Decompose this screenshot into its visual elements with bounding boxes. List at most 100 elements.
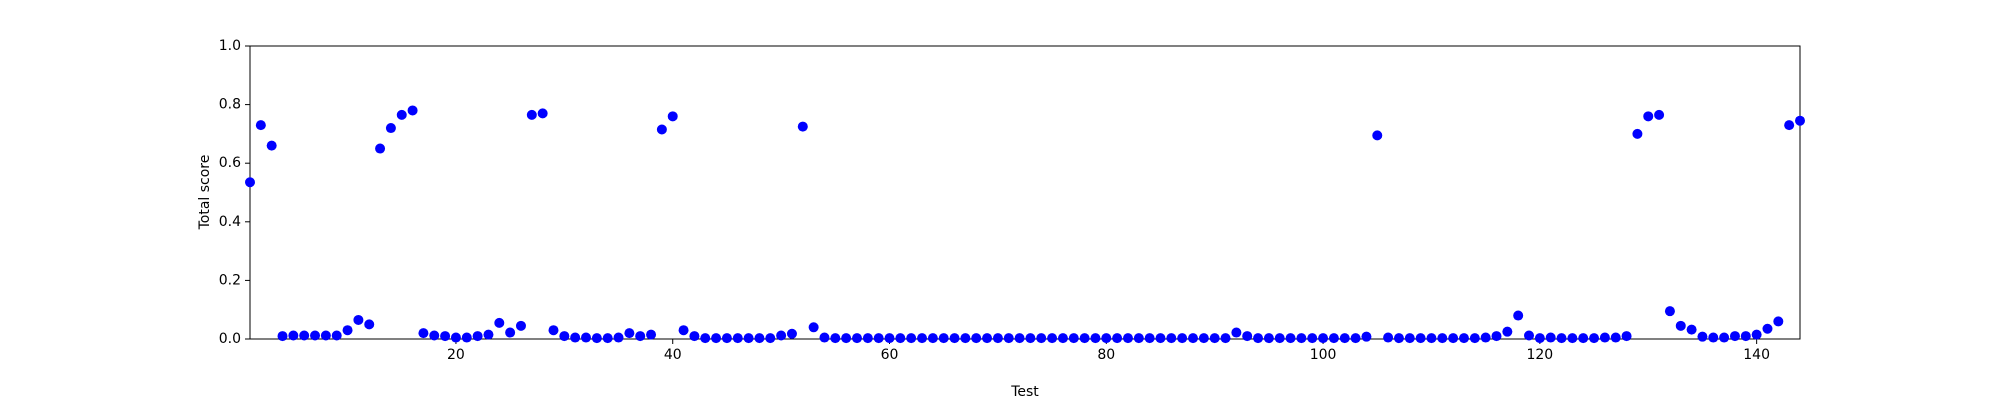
point — [537, 108, 548, 119]
point — [1328, 333, 1339, 344]
point — [656, 124, 667, 135]
point — [1393, 333, 1404, 344]
point — [906, 333, 917, 344]
point — [1318, 333, 1329, 344]
x-axis-label: Test — [1010, 384, 1039, 400]
point — [548, 325, 559, 336]
point — [1643, 111, 1654, 122]
point — [1426, 333, 1437, 344]
point — [1242, 331, 1253, 342]
point — [971, 333, 982, 344]
point — [678, 325, 689, 336]
point — [1231, 327, 1242, 338]
point — [472, 331, 483, 342]
point — [1469, 333, 1480, 344]
point — [1372, 130, 1383, 141]
point — [559, 331, 570, 342]
point — [353, 314, 364, 325]
point — [808, 322, 819, 333]
point — [385, 123, 396, 134]
point — [721, 333, 732, 344]
point — [1112, 333, 1123, 344]
point — [1036, 333, 1047, 344]
point — [1144, 333, 1155, 344]
point — [1708, 332, 1719, 343]
point — [1491, 331, 1502, 342]
point — [1578, 333, 1589, 344]
point — [515, 320, 526, 331]
point — [765, 333, 776, 344]
point — [819, 332, 830, 343]
point — [1784, 120, 1795, 131]
point — [1675, 320, 1686, 331]
point — [1025, 333, 1036, 344]
point — [1296, 333, 1307, 344]
point — [754, 333, 765, 344]
point — [917, 333, 928, 344]
point — [830, 333, 841, 344]
point — [1361, 331, 1372, 342]
point — [331, 330, 342, 341]
point — [862, 333, 873, 344]
plot-frame — [249, 45, 1801, 340]
point — [1458, 333, 1469, 344]
point — [1589, 333, 1600, 344]
point — [1437, 333, 1448, 344]
point — [1621, 331, 1632, 342]
point — [1480, 332, 1491, 343]
point — [700, 333, 711, 344]
y-tick-label: 0.6 — [219, 155, 241, 171]
point — [1177, 333, 1188, 344]
y-tick-label: 0.2 — [219, 272, 241, 288]
point — [1545, 332, 1556, 343]
point — [494, 317, 505, 328]
x-tick-label: 120 — [1526, 347, 1553, 363]
x-tick-label: 40 — [664, 347, 682, 363]
point — [1599, 332, 1610, 343]
point — [1773, 316, 1784, 327]
point — [851, 333, 862, 344]
point — [396, 109, 407, 120]
point — [1198, 333, 1209, 344]
point — [635, 331, 646, 342]
point — [1719, 332, 1730, 343]
point — [526, 109, 537, 120]
point — [1740, 331, 1751, 342]
point — [364, 319, 375, 330]
point — [1122, 333, 1133, 344]
point — [1686, 324, 1697, 335]
point — [591, 333, 602, 344]
point — [667, 111, 678, 122]
point — [711, 333, 722, 344]
point — [938, 333, 949, 344]
point — [1079, 333, 1090, 344]
point — [288, 330, 299, 341]
point — [613, 332, 624, 343]
y-tick-label: 0.4 — [219, 214, 241, 230]
point — [1253, 333, 1264, 344]
point — [1567, 333, 1578, 344]
point — [1795, 115, 1805, 126]
point — [505, 327, 516, 338]
point — [1697, 331, 1708, 342]
point — [1534, 333, 1545, 344]
point — [1524, 330, 1535, 341]
point — [873, 333, 884, 344]
point — [277, 331, 288, 342]
point — [776, 330, 787, 341]
point — [841, 333, 852, 344]
point — [1047, 333, 1058, 344]
point — [1014, 333, 1025, 344]
point — [1307, 333, 1318, 344]
point — [797, 121, 808, 132]
point — [407, 105, 418, 116]
point — [1632, 128, 1643, 139]
y-tick-label: 1.0 — [219, 38, 241, 54]
point — [342, 325, 353, 336]
point — [1383, 332, 1394, 343]
x-tick-label: 20 — [447, 347, 465, 363]
point — [895, 333, 906, 344]
point — [1057, 333, 1068, 344]
point — [624, 328, 635, 339]
